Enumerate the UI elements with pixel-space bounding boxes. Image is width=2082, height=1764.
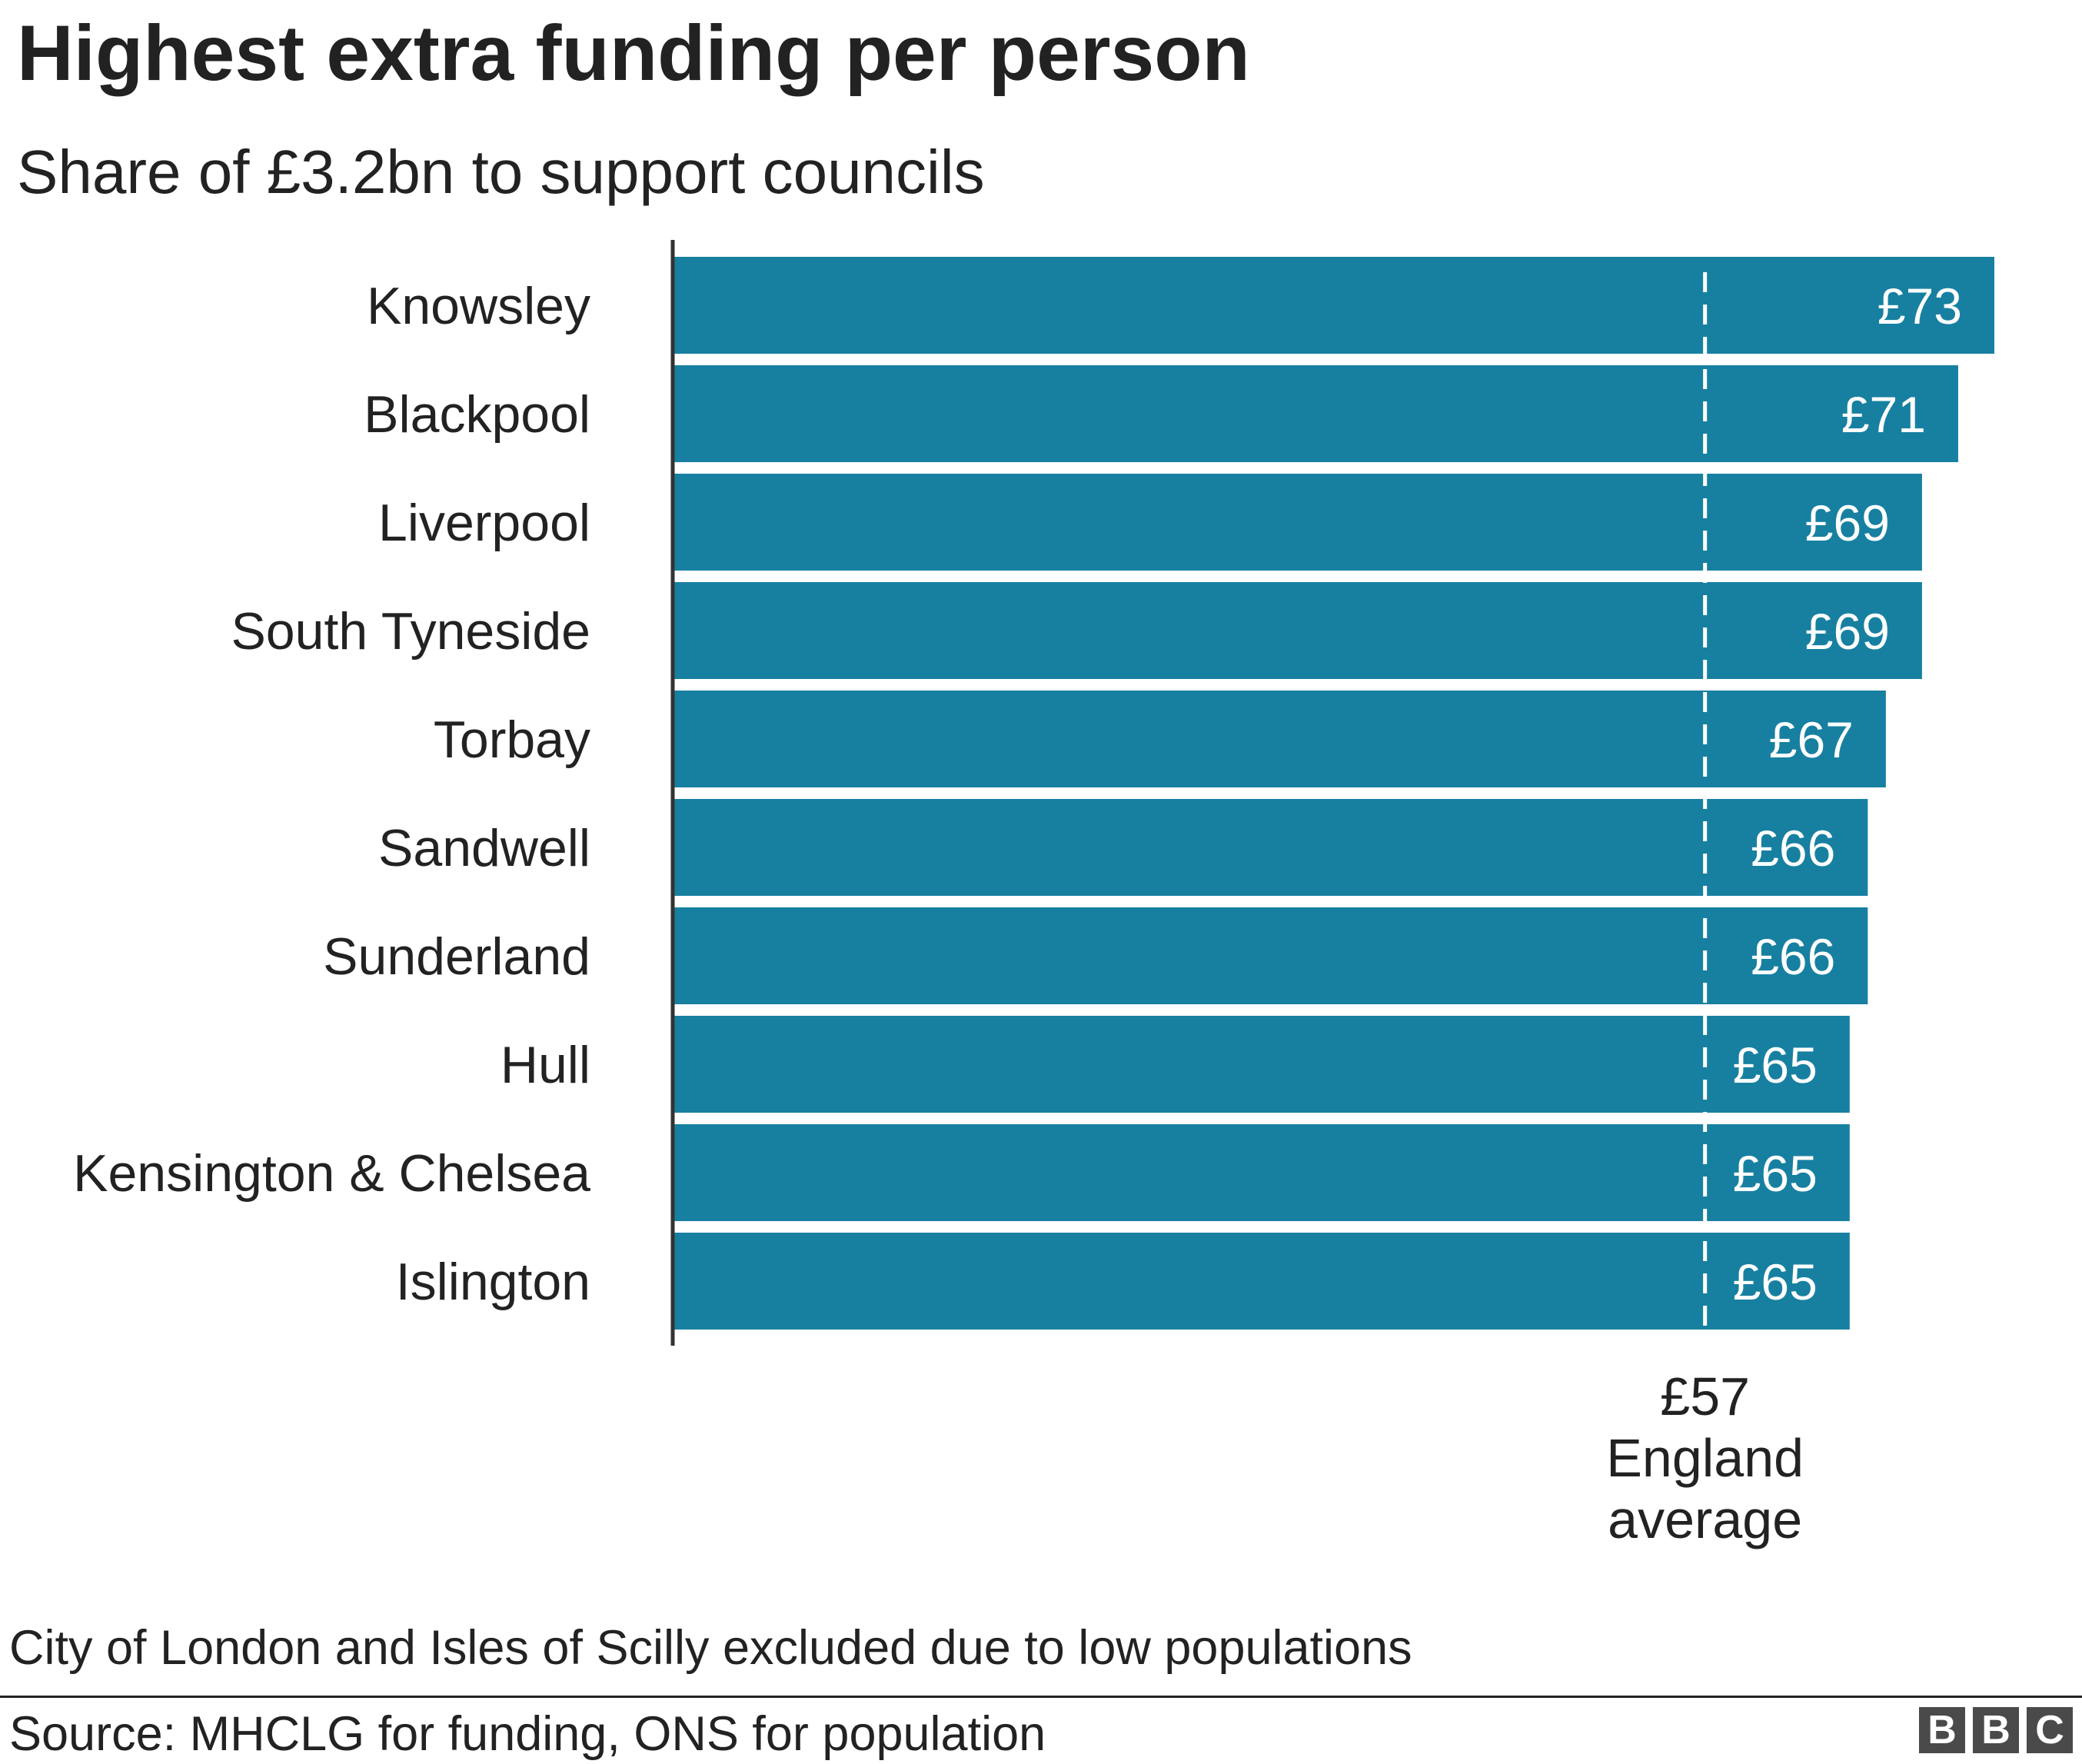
bar [674, 1124, 1850, 1221]
category-label: Liverpool [378, 494, 590, 552]
category-label: Sunderland [323, 927, 590, 986]
bar [674, 474, 1922, 571]
value-label: £66 [1751, 928, 1835, 985]
footnote: City of London and Isles of Scilly exclu… [9, 1621, 1412, 1675]
value-label: £65 [1733, 1037, 1818, 1093]
category-label: Blackpool [364, 385, 590, 444]
category-label: Kensington & Chelsea [73, 1144, 590, 1203]
logo-letter: B [1973, 1707, 2019, 1753]
reference-annotation: England [1606, 1428, 1804, 1488]
value-label: £71 [1841, 386, 1926, 443]
category-label: Islington [396, 1253, 590, 1311]
bbc-logo: B B C [1919, 1707, 2073, 1753]
logo-letter: B [1919, 1707, 1965, 1753]
source-note: Source: MHCLG for funding, ONS for popul… [9, 1707, 1046, 1761]
bar [674, 1016, 1850, 1113]
logo-letter: C [2027, 1707, 2073, 1753]
footer-divider [0, 1696, 2082, 1698]
value-label: £69 [1805, 494, 1890, 551]
value-label: £65 [1733, 1253, 1818, 1310]
value-label: £66 [1751, 820, 1835, 877]
bar [674, 799, 1868, 896]
chart-subtitle: Share of £3.2bn to support councils [17, 138, 985, 206]
bar [674, 257, 1994, 354]
bar [674, 365, 1958, 462]
category-label: Torbay [434, 711, 590, 769]
category-label: Knowsley [367, 277, 590, 335]
reference-annotation: average [1608, 1489, 1802, 1549]
value-label: £69 [1805, 603, 1890, 660]
chart-title: Highest extra funding per person [17, 9, 1250, 97]
bar-chart: Knowsley £73 Blackpool £71 Liverpool £69 South… [73, 240, 1994, 1549]
bar [674, 691, 1886, 787]
value-label: £73 [1877, 278, 1962, 334]
value-label: £67 [1769, 711, 1854, 768]
category-label: Sandwell [378, 819, 590, 877]
bar [674, 907, 1868, 1004]
bar [674, 1233, 1850, 1330]
bar [674, 582, 1922, 679]
category-label: Hull [501, 1036, 590, 1094]
reference-value-label: £57 [1660, 1366, 1750, 1426]
category-label: South Tyneside [231, 602, 590, 661]
value-label: £65 [1733, 1145, 1818, 1202]
